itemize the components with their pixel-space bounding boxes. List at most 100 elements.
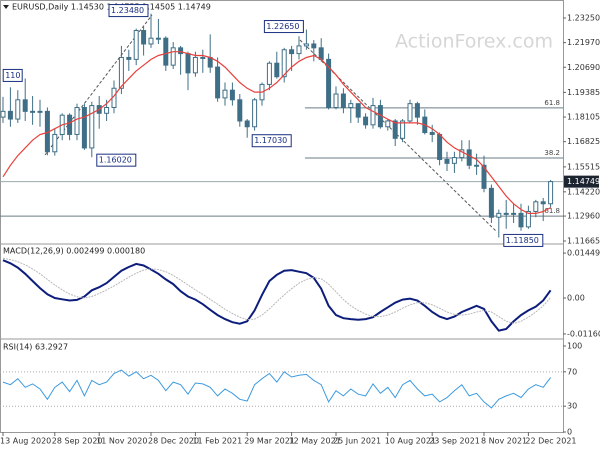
y-tick-label: 1.20690	[567, 63, 600, 72]
candle-body	[200, 56, 206, 59]
candle-body	[437, 133, 443, 160]
x-tick-label: 29 Mar 2021	[244, 437, 295, 446]
candle-body	[296, 45, 302, 55]
candle-body	[81, 107, 87, 149]
y-tick-label: 70	[567, 367, 577, 376]
price-label: 1.22650	[266, 22, 299, 31]
y-tick-label: 0.00	[567, 294, 585, 303]
candle-body	[348, 103, 354, 109]
candle-body	[118, 56, 124, 89]
price-label-box	[503, 233, 544, 247]
candle-body	[525, 210, 531, 228]
candle-body	[222, 89, 228, 99]
y-tick-label: 30	[567, 402, 577, 411]
candle-body	[444, 158, 450, 164]
candle-body	[414, 103, 420, 118]
price-label-box	[2, 68, 23, 82]
candle-body	[363, 116, 369, 126]
x-tick-label: 12 May 2021	[289, 437, 341, 446]
candle-body	[274, 62, 280, 78]
candle-body	[326, 58, 332, 109]
fib-label: 61.8	[544, 99, 560, 107]
signal-line	[2, 257, 551, 324]
candle-body	[7, 110, 13, 120]
candle-body	[540, 201, 546, 205]
candle-body	[333, 93, 339, 109]
x-tick-label: 11 Nov 2020	[96, 437, 147, 446]
candle-body	[215, 66, 221, 99]
x-tick-label: 8 Nov 2021	[481, 437, 527, 446]
price-label-box	[96, 153, 137, 167]
candle-body	[311, 43, 317, 49]
candle-body	[400, 120, 406, 139]
candle-body	[30, 110, 36, 113]
y-tick-label: 1.23250	[567, 13, 600, 22]
candle-body	[252, 99, 258, 128]
candle-body	[15, 99, 21, 120]
price-label: 1.16020	[99, 156, 132, 165]
y-tick-label: 1.11665	[567, 236, 600, 245]
candle-body	[192, 56, 198, 74]
candle-body	[22, 99, 28, 112]
candle-body	[289, 49, 295, 55]
candle-body	[207, 56, 213, 68]
y-tick-label: 0	[567, 428, 572, 437]
candle-body	[429, 132, 435, 135]
price-label-box	[108, 4, 149, 18]
x-tick-label: 13 Aug 2020	[0, 437, 51, 446]
candle-body	[126, 56, 132, 60]
candle-body	[155, 37, 161, 40]
y-tick-label: 100	[567, 342, 582, 351]
y-tick-label: 1.14220	[567, 187, 600, 196]
candle-body	[74, 107, 80, 135]
fib-label: 61.8	[544, 207, 560, 215]
candle-body	[163, 37, 169, 66]
candle-body	[392, 120, 398, 139]
y-tick-label: 1.12960	[567, 212, 600, 221]
candle-body	[370, 105, 376, 126]
moving-average	[2, 51, 551, 214]
candle-body	[281, 49, 287, 78]
candle-body	[104, 107, 110, 114]
price-label: 1.17030	[254, 136, 287, 145]
candle-body	[355, 103, 361, 118]
x-tick-label: 22 Dec 2021	[525, 437, 576, 446]
current-price-box	[564, 175, 599, 188]
candle-body	[178, 47, 184, 55]
candle-body	[385, 120, 391, 128]
candle-body	[488, 187, 494, 218]
candle-body	[481, 164, 487, 189]
candle-body	[407, 103, 413, 122]
x-tick-label: 28 Sep 2020	[52, 437, 103, 446]
candle-body	[0, 110, 6, 118]
candle-body	[459, 149, 465, 159]
candle-body	[52, 133, 58, 153]
candle-body	[503, 212, 509, 215]
candle-body	[266, 62, 272, 85]
rsi-title: RSI(14) 63.2927	[3, 343, 68, 352]
candle-body	[141, 30, 147, 45]
candle-body	[67, 114, 73, 135]
y-tick-label: 1.21970	[567, 38, 600, 47]
x-tick-label: 28 Dec 2020	[148, 437, 199, 446]
candle-body	[133, 30, 139, 60]
x-tick-label: 23 Sep 2021	[429, 437, 480, 446]
candle-body	[37, 110, 43, 113]
menu-arrow	[3, 5, 9, 9]
y-tick-label: 1.19385	[567, 88, 600, 97]
candle-body	[303, 43, 309, 47]
candle-body	[89, 105, 95, 149]
y-tick-label: 1.18105	[567, 113, 600, 122]
macd-title: MACD(12,26,9) 0.002499 0.000180	[3, 247, 145, 256]
candle-body	[511, 212, 517, 215]
candle-body	[244, 120, 250, 128]
candle-body	[451, 157, 457, 164]
candle-body	[170, 47, 176, 66]
current-price-label: 1.14749	[567, 177, 600, 186]
candle-body	[318, 47, 324, 60]
candle-body	[185, 53, 191, 74]
fib-label: 38.2	[544, 149, 560, 157]
price-label: 1.23480	[111, 6, 144, 15]
indicator-line	[2, 259, 552, 332]
